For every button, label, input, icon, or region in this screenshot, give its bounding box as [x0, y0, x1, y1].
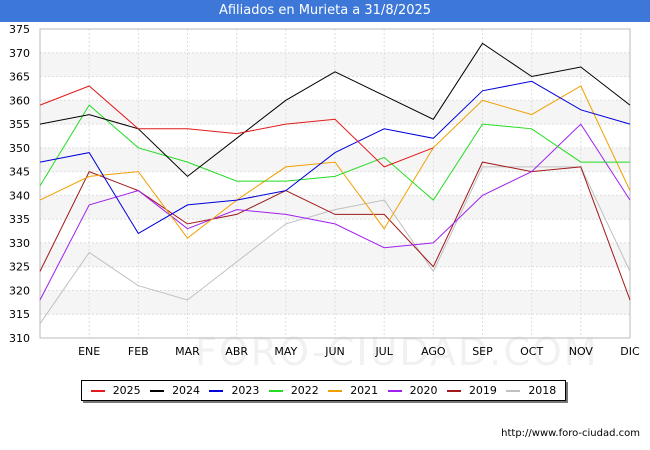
series-line-2025 — [39, 85, 434, 168]
x-tick-label: MAR — [175, 345, 200, 358]
legend-item-2024: 2024 — [150, 384, 200, 397]
x-tick-label: OCT — [520, 345, 543, 358]
legend-item-2025: 2025 — [90, 384, 141, 397]
y-tick-label: 375 — [9, 23, 30, 36]
source-url[interactable]: http://www.foro-ciudad.com — [501, 428, 640, 439]
legend-swatch — [506, 389, 521, 392]
y-tick-label: 340 — [9, 189, 30, 202]
legend-label: 2019 — [468, 384, 497, 397]
legend-swatch — [150, 389, 165, 392]
legend-item-2019: 2019 — [446, 384, 497, 397]
legend-swatch — [268, 389, 283, 392]
y-tick-label: 345 — [9, 166, 30, 179]
legend-swatch — [446, 389, 461, 392]
legend-label: 2024 — [172, 384, 201, 397]
legend-label: 2021 — [350, 384, 379, 397]
y-tick-label: 365 — [9, 71, 30, 84]
plot-frame — [39, 28, 631, 339]
x-tick-label: JUN — [324, 345, 345, 358]
legend-swatch — [328, 389, 343, 392]
y-tick-label: 315 — [9, 308, 30, 321]
x-tick-label: DIC — [620, 345, 640, 358]
legend-item-2018: 2018 — [506, 384, 556, 397]
legend-label: 2018 — [528, 384, 557, 397]
watermark: FORO-CIUDAD.COM — [195, 330, 599, 374]
x-tick-label: NOV — [569, 345, 594, 358]
legend: 2025 2024 2023 2022 2021 2020 2019 2018 — [81, 380, 566, 401]
y-tick-label: 370 — [9, 47, 30, 60]
legend-item-2021: 2021 — [328, 384, 378, 397]
y-tick-label: 355 — [9, 118, 30, 131]
x-tick-label: FEB — [128, 345, 149, 358]
series-line-2021 — [39, 85, 631, 239]
legend-swatch — [387, 389, 402, 392]
x-tick-label: AGO — [421, 345, 446, 358]
x-tick-label: SEP — [472, 345, 493, 358]
grid-band — [40, 147, 630, 172]
x-tick-label: JUL — [374, 345, 393, 358]
series-line-2023 — [39, 80, 631, 235]
legend-label: 2022 — [290, 384, 319, 397]
x-tick-label: ENE — [78, 345, 100, 358]
series-line-2020 — [39, 123, 631, 301]
x-tick-label: ABR — [225, 345, 248, 358]
legend-label: 2025 — [112, 384, 141, 397]
y-tick-label: 325 — [9, 261, 30, 274]
y-tick-label: 310 — [9, 332, 30, 345]
series-line-2018 — [39, 166, 631, 324]
legend-swatch — [90, 389, 105, 392]
y-tick-label: 360 — [9, 94, 30, 107]
y-tick-label: 320 — [9, 284, 30, 297]
legend-item-2023: 2023 — [209, 384, 259, 397]
series-line-2022 — [39, 104, 630, 201]
legend-item-2022: 2022 — [268, 384, 319, 397]
y-tick-label: 350 — [9, 142, 30, 155]
x-tick-label: MAY — [274, 345, 297, 358]
legend-swatch — [209, 389, 224, 392]
legend-item-2020: 2020 — [387, 384, 438, 397]
chart-title: Afiliados en Murieta a 31/8/2025 — [0, 0, 650, 22]
legend-label: 2020 — [409, 384, 438, 397]
y-tick-label: 335 — [9, 213, 30, 226]
grid-band — [40, 52, 630, 77]
legend-label: 2023 — [231, 384, 260, 397]
y-tick-label: 330 — [9, 237, 30, 250]
